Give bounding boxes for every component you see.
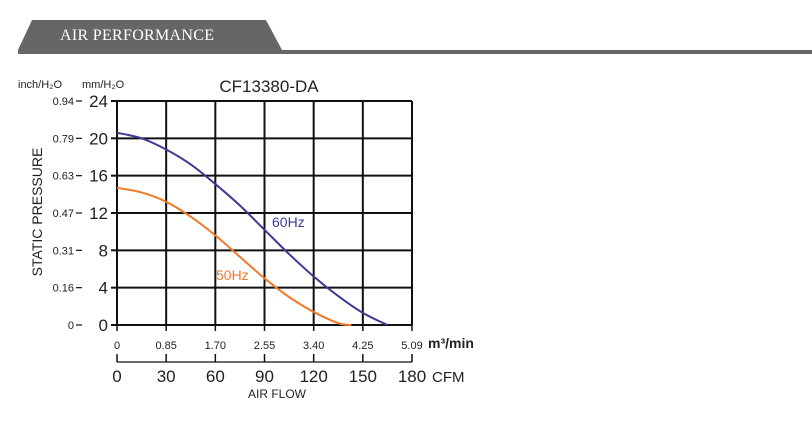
chart-series [116, 131, 388, 326]
y-axis-label: STATIC PRESSURE [29, 148, 45, 277]
y-tick-label-mm: 20 [89, 129, 108, 148]
x-unit-m3: m³/min [428, 335, 474, 351]
y-tick-label-mm: 0 [99, 316, 108, 335]
x-tick-label-cfm: 30 [157, 367, 176, 386]
y-tick-label-inch: 0.94 [53, 96, 74, 108]
y-tick-label-mm: 16 [89, 167, 108, 186]
series-label-60hz: 60Hz [272, 214, 305, 230]
y-tick-label-mm: 12 [89, 204, 108, 223]
section-title: AIR PERFORMANCE [60, 27, 215, 44]
y-tick-label-inch: 0.63 [53, 171, 74, 183]
x-tick-label-cfm: 0 [112, 367, 121, 386]
y-tick-label-inch: 0 [68, 320, 74, 332]
y-tick-label-inch: 0.16 [53, 283, 74, 295]
banner-underline [18, 50, 812, 54]
x-tick-label-m3: 0.85 [155, 340, 176, 352]
y-tick-label-inch: 0.31 [53, 245, 74, 257]
y-tick-label-mm: 24 [89, 92, 108, 111]
x-tick-label-cfm: 120 [299, 367, 327, 386]
y-unit-inch: inch/H₂O [18, 79, 62, 91]
x-tick-label-cfm: 90 [255, 367, 274, 386]
x-tick-label-cfm: 150 [349, 367, 377, 386]
y-tick-label-inch: 0.79 [53, 133, 74, 145]
x-tick-label-cfm: 180 [398, 367, 426, 386]
x-tick-label-cfm: 60 [206, 367, 225, 386]
y-tick-label-mm: 8 [99, 241, 108, 260]
x-tick-label-m3: 4.25 [352, 340, 373, 352]
y-tick-label-mm: 4 [99, 279, 108, 298]
y-unit-mm: mm/H₂O [82, 79, 125, 91]
chart-title: CF13380-DA [219, 77, 319, 96]
section-banner [18, 20, 282, 50]
chart-grid [76, 100, 413, 363]
x-tick-label-m3: 5.09 [401, 340, 422, 352]
series-line-60hz [116, 131, 388, 326]
series-line-50hz [116, 186, 352, 326]
x-tick-label-m3: 3.40 [303, 340, 324, 352]
series-label-50hz: 50Hz [216, 267, 249, 283]
x-tick-label-m3: 0 [114, 340, 120, 352]
x-tick-label-m3: 2.55 [254, 340, 275, 352]
x-unit-cfm: CFM [432, 369, 465, 386]
x-axis-label: AIR FLOW [248, 387, 307, 401]
y-tick-label-inch: 0.47 [53, 208, 74, 220]
x-tick-label-m3: 1.70 [205, 340, 226, 352]
